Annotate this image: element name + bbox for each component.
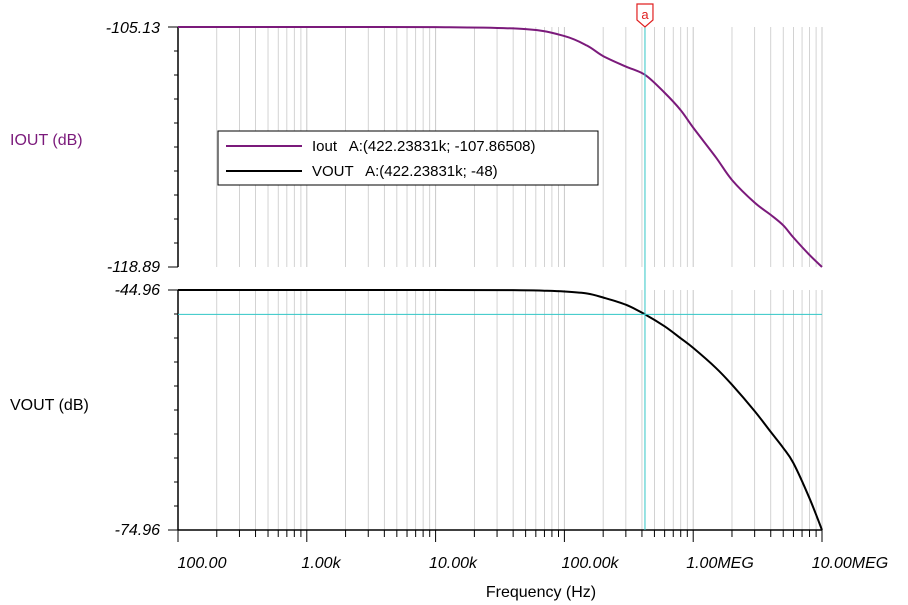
- legend-text-vout: VOUT A:(422.23831k; -48): [312, 163, 498, 180]
- vout-series-line: [178, 288, 823, 531]
- xtick-label-100k: 100.00k: [562, 555, 620, 572]
- axes-layer: [177, 27, 822, 531]
- vout-axis-title: VOUT (dB): [10, 397, 89, 414]
- xtick-label-10meg: 10.00MEG: [812, 555, 888, 572]
- xtick-label-10k: 10.00k: [429, 555, 478, 572]
- cursor-marker[interactable]: a: [636, 3, 654, 28]
- vout-ytick-bottom: -74.96: [115, 522, 160, 539]
- xtick-label-1k: 1.00k: [301, 555, 341, 572]
- cursor-marker-flag[interactable]: [636, 3, 654, 28]
- iout-axis-title: IOUT (dB): [10, 132, 83, 149]
- legend-box: [217, 130, 599, 186]
- ticks-layer: [168, 26, 823, 542]
- iout-ytick-bottom: -118.89: [107, 259, 160, 276]
- vout-ytick-top: -44.96: [115, 282, 160, 299]
- legend: Iout A:(422.23831k; -107.86508) VOUT A:(…: [217, 130, 599, 186]
- xtick-label-1meg: 1.00MEG: [686, 555, 754, 572]
- x-axis-title: Frequency (Hz): [486, 584, 596, 601]
- xtick-label-100: 100.00: [178, 555, 227, 572]
- legend-text-iout: Iout A:(422.23831k; -107.86508): [312, 138, 536, 155]
- grid-layer: [177, 27, 823, 530]
- iout-ytick-top: -105.13: [106, 20, 160, 37]
- iout-series-line: [177, 25, 823, 268]
- cursor-marker-label: a: [641, 7, 649, 22]
